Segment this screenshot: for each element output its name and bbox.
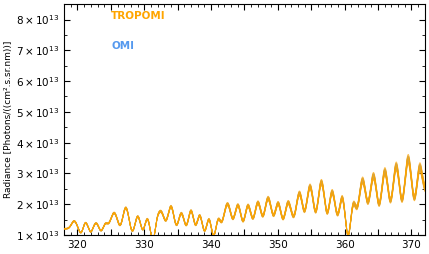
Text: OMI: OMI — [111, 41, 134, 51]
Text: TROPOMI: TROPOMI — [111, 11, 166, 21]
Y-axis label: Radiance [Photons/((cm².s.sr.nm))]: Radiance [Photons/((cm².s.sr.nm))] — [4, 41, 13, 198]
